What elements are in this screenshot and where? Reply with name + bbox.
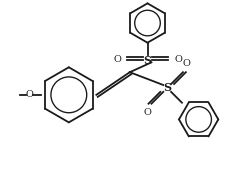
Text: S: S bbox=[143, 55, 152, 66]
Text: O: O bbox=[183, 59, 191, 68]
Text: O: O bbox=[143, 108, 152, 117]
Text: O: O bbox=[113, 55, 121, 64]
Text: O: O bbox=[174, 55, 182, 64]
Text: S: S bbox=[163, 82, 171, 93]
Text: O: O bbox=[25, 90, 34, 99]
